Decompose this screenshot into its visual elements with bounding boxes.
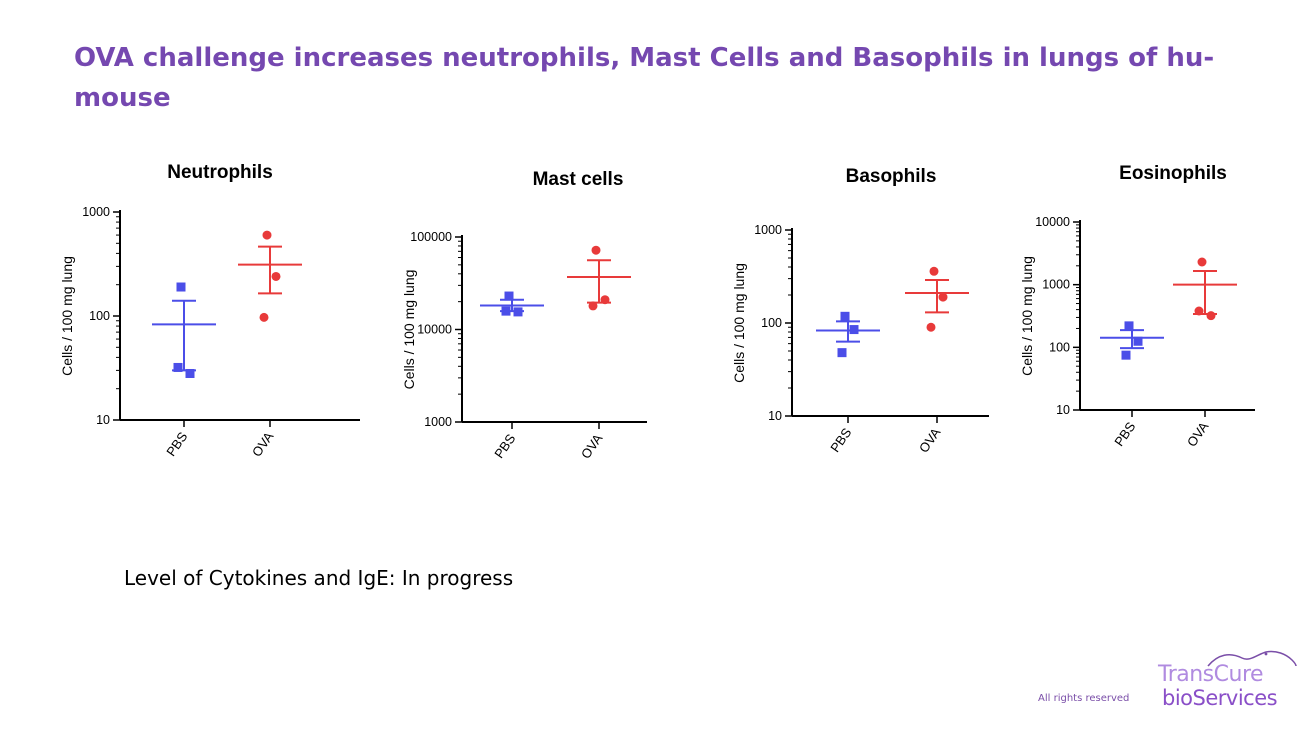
chart-neutrophils: Cells / 100 mg lung 10 100 1000 PBS OVA <box>59 205 360 460</box>
series-pbs <box>816 311 880 358</box>
y-tick-label: 100 <box>1049 340 1070 354</box>
y-tick-label: 10000 <box>417 323 452 337</box>
x-tick-label: PBS <box>1111 419 1138 449</box>
data-point <box>840 311 850 321</box>
data-point <box>176 282 186 292</box>
chart-title-mast-cells: Mast cells <box>532 169 624 190</box>
data-point <box>837 348 847 358</box>
y-axis-label: Cells / 100 mg lung <box>401 270 417 390</box>
x-tick-label: OVA <box>249 429 277 460</box>
series-pbs <box>1100 321 1164 360</box>
chart-mast-cells: Cells / 100 mg lung 1000 10000 100000 PBS OVA <box>401 230 647 462</box>
y-tick-label: 100000 <box>410 230 452 244</box>
data-point <box>501 306 511 316</box>
data-point <box>849 325 859 335</box>
data-point <box>1121 350 1131 360</box>
company-logo: TransCure bioServices <box>1150 648 1300 712</box>
x-tick-label: PBS <box>491 431 518 461</box>
y-tick-label: 100 <box>89 309 110 323</box>
chart-title-eosinophils: Eosinophils <box>1119 163 1227 184</box>
data-point <box>504 291 514 301</box>
data-point <box>1197 257 1207 267</box>
chart-title-neutrophils: Neutrophils <box>167 162 273 183</box>
data-point <box>926 322 936 332</box>
y-tick-label: 1000 <box>1042 278 1070 292</box>
data-point <box>591 245 601 255</box>
y-tick-label: 10 <box>768 409 782 423</box>
data-point <box>1206 311 1216 321</box>
series-ova <box>905 266 969 332</box>
y-tick-label: 1000 <box>424 415 452 429</box>
data-point <box>513 307 523 317</box>
data-point <box>1124 321 1134 331</box>
data-point <box>185 368 195 378</box>
y-axis-label: Cells / 100 mg lung <box>59 256 75 376</box>
data-point <box>1194 306 1204 316</box>
logo-text-bioservices: bioServices <box>1162 686 1278 710</box>
series-ova <box>238 230 302 322</box>
rights-text: All rights reserved <box>1038 693 1130 704</box>
y-tick-label: 100 <box>761 316 782 330</box>
data-point <box>1133 336 1143 346</box>
y-tick-label: 10 <box>1056 403 1070 417</box>
data-point <box>588 301 598 311</box>
x-tick-label: OVA <box>1184 419 1212 450</box>
chart-title-basophils: Basophils <box>845 166 937 187</box>
chart-eosinophils: Cells / 100 mg lung 10 100 1000 10000 PBS OVA <box>1019 215 1255 450</box>
series-pbs <box>152 282 216 378</box>
series-pbs <box>480 291 544 317</box>
y-axis-label: Cells / 100 mg lung <box>1019 256 1035 376</box>
data-point <box>929 266 939 276</box>
data-point <box>259 312 269 322</box>
mouse-logo-icon <box>1207 650 1297 667</box>
y-tick-label: 1000 <box>82 205 110 219</box>
data-point <box>173 362 183 372</box>
series-ova <box>1173 257 1237 321</box>
data-point <box>938 292 948 302</box>
series-ova <box>567 245 631 311</box>
data-point <box>271 271 281 281</box>
data-point <box>600 295 610 305</box>
x-tick-label: PBS <box>827 425 854 455</box>
y-axis-label: Cells / 100 mg lung <box>731 263 747 383</box>
x-tick-label: OVA <box>916 425 944 456</box>
data-point <box>262 230 272 240</box>
logo-text-transcure: TransCure <box>1158 662 1264 687</box>
x-tick-label: PBS <box>163 429 190 459</box>
y-tick-label: 1000 <box>754 223 782 237</box>
chart-basophils: Cells / 100 mg lung 10 100 1000 PBS OVA <box>731 223 989 456</box>
y-tick-label: 10 <box>96 413 110 427</box>
x-tick-label: OVA <box>578 431 606 462</box>
status-text: Level of Cytokines and IgE: In progress <box>124 566 514 590</box>
slide-title: OVA challenge increases neutrophils, Mas… <box>74 43 1215 113</box>
y-tick-label: 10000 <box>1035 215 1070 229</box>
